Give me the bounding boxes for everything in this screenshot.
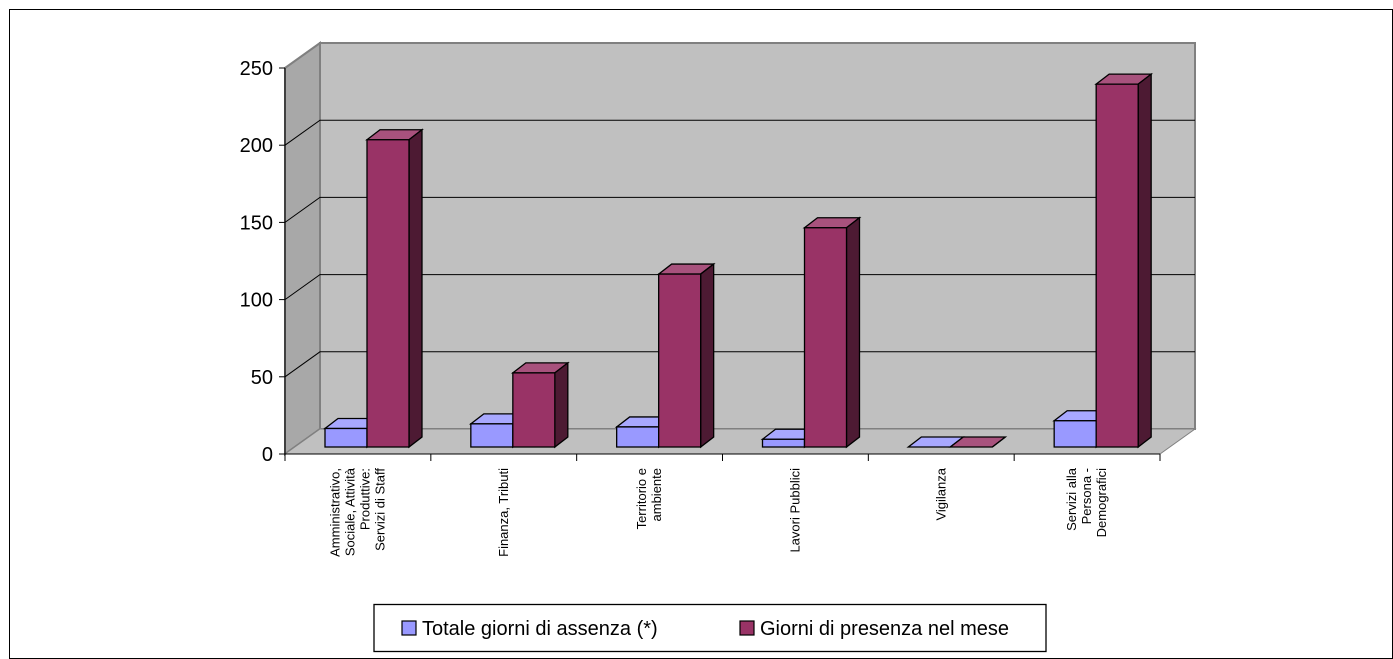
bars bbox=[323, 72, 1154, 449]
bar-front bbox=[512, 372, 556, 448]
bar-side bbox=[408, 128, 423, 449]
axes: 0 50 100 150 200 250 bbox=[240, 58, 1161, 466]
bar-side bbox=[554, 361, 569, 449]
legend: Totale giorni di assenza (*) Giorni di pr… bbox=[373, 603, 1047, 653]
y-tick-label: 0 bbox=[262, 444, 273, 466]
bar-presenza bbox=[948, 436, 1008, 448]
bar-presenza bbox=[656, 262, 716, 449]
bar-front bbox=[1095, 83, 1139, 448]
y-tick-label: 250 bbox=[240, 58, 273, 80]
bar-side bbox=[991, 436, 1006, 448]
bar-front bbox=[803, 227, 848, 448]
gridline bbox=[284, 119, 1195, 146]
bar-presenza bbox=[802, 216, 862, 449]
back-wall bbox=[319, 42, 1196, 430]
bar-presenza bbox=[365, 128, 424, 449]
legend-item: Giorni di presenza nel mese bbox=[739, 618, 1009, 640]
bar-front bbox=[470, 423, 514, 448]
y-tick-label: 50 bbox=[251, 367, 273, 389]
x-tick-label: Territorio eambiente bbox=[634, 468, 664, 529]
y-tick-label: 100 bbox=[240, 290, 273, 312]
bar-front bbox=[616, 426, 660, 448]
y-tick-label: 150 bbox=[240, 212, 273, 234]
x-tick-label: Lavori Pubblici bbox=[787, 468, 802, 553]
legend-item: Totale giorni di assenza (*) bbox=[401, 618, 658, 640]
bar-front bbox=[1053, 420, 1097, 448]
gridline bbox=[284, 274, 1195, 301]
bar-side bbox=[700, 262, 715, 449]
bar-front bbox=[366, 139, 410, 448]
x-tick-label: Vigilanza bbox=[933, 467, 948, 520]
x-tick-label: Amministrativo,Sociale, AttivitàProdutti… bbox=[327, 467, 387, 557]
side-wall bbox=[284, 41, 321, 456]
legend-box bbox=[373, 603, 1047, 653]
bar-presenza bbox=[1094, 72, 1154, 449]
legend-swatch bbox=[739, 620, 755, 636]
gridline bbox=[284, 351, 1195, 378]
x-tick-labels: Amministrativo,Sociale, AttivitàProdutti… bbox=[327, 467, 1109, 557]
bar-side bbox=[1137, 72, 1152, 449]
bar-front bbox=[761, 438, 806, 448]
legend-swatch bbox=[401, 620, 417, 636]
legend-label: Totale giorni di assenza (*) bbox=[422, 618, 658, 640]
bar-front bbox=[324, 427, 368, 448]
gridlines bbox=[284, 119, 1195, 378]
legend-label: Giorni di presenza nel mese bbox=[760, 618, 1009, 640]
bar-front bbox=[658, 273, 702, 448]
bar-presenza bbox=[510, 361, 570, 449]
bar-side bbox=[845, 216, 861, 449]
y-tick-label: 200 bbox=[240, 135, 273, 157]
gridline bbox=[284, 196, 1195, 223]
x-tick-label: Finanza, Tributi bbox=[496, 468, 511, 557]
x-tick-label: Servizi allaPersona -Demografici bbox=[1064, 467, 1109, 537]
